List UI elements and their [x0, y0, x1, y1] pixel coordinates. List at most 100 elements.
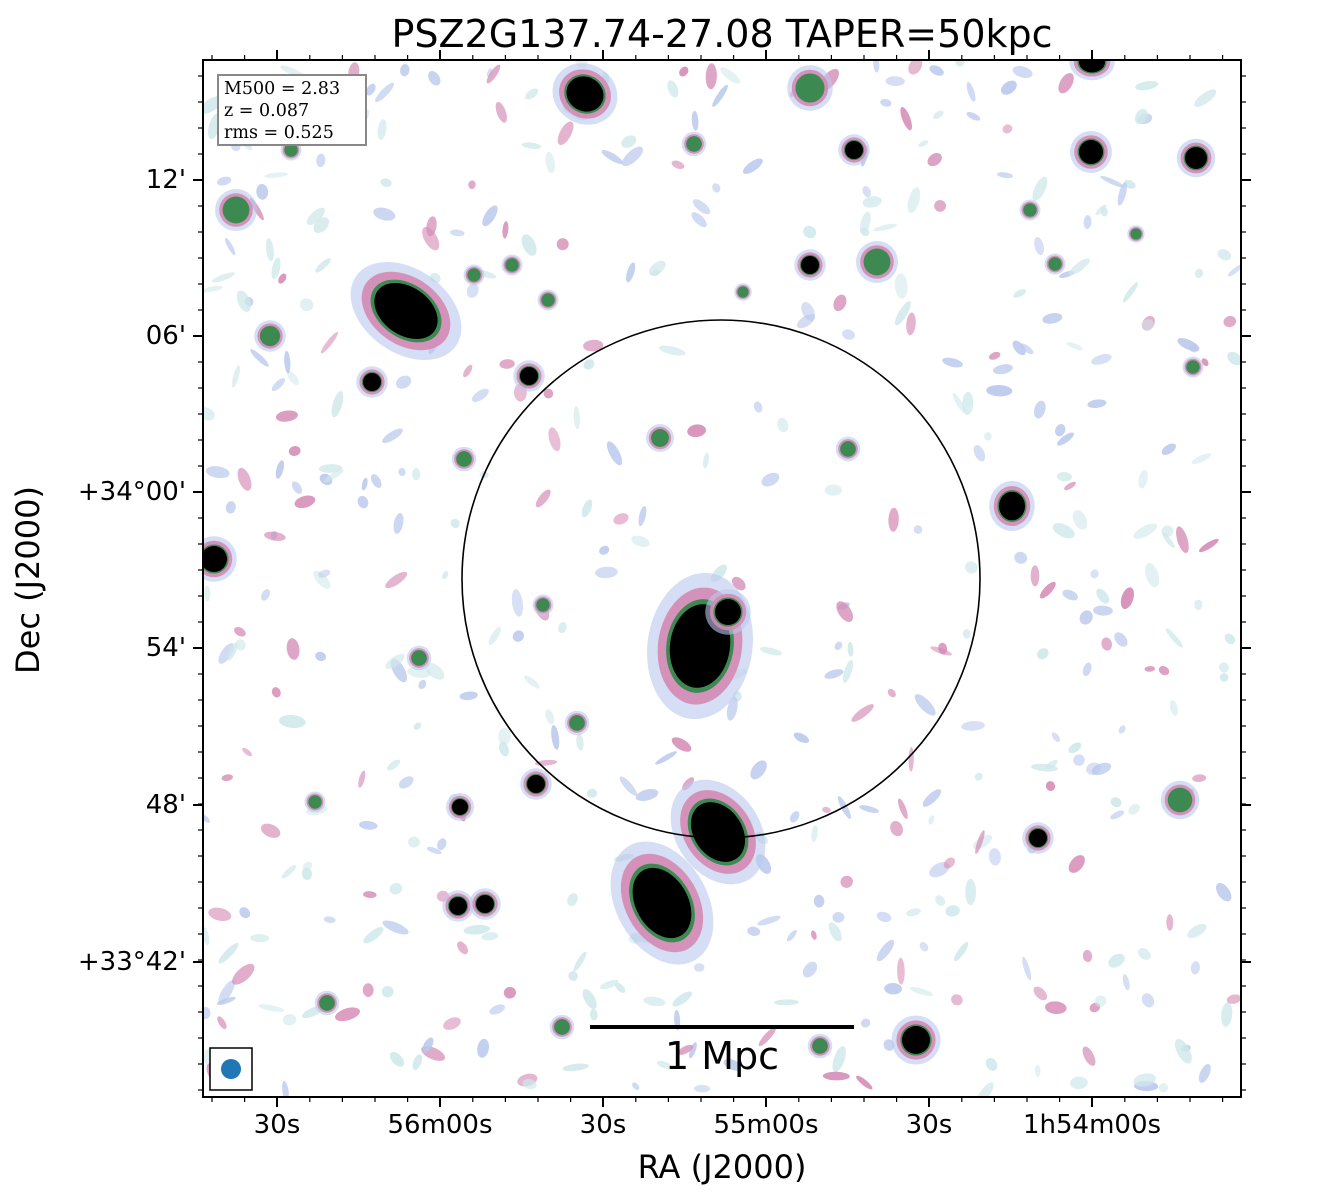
- noise-blob: [264, 531, 286, 541]
- noise-blob: [1066, 342, 1083, 351]
- noise-blob: [667, 80, 679, 98]
- noise-blob: [1198, 1063, 1211, 1083]
- noise-blob: [1101, 637, 1112, 651]
- noise-blob: [442, 571, 449, 580]
- noise-blob: [1072, 509, 1088, 530]
- y-tick-label: 54': [145, 633, 186, 663]
- noise-blob: [583, 359, 595, 370]
- noise-blob: [832, 911, 845, 923]
- radio-source: [705, 589, 751, 635]
- noise-blob: [1177, 338, 1200, 352]
- noise-blob: [1062, 589, 1078, 601]
- noise-blob: [1133, 1073, 1156, 1087]
- x-axis-label: RA (J2000): [637, 1148, 807, 1186]
- source-rim: [1023, 203, 1037, 217]
- source-core: [845, 141, 863, 159]
- noise-blob: [919, 942, 929, 952]
- noise-blob: [973, 444, 986, 462]
- source-core: [520, 367, 538, 385]
- noise-blob: [380, 178, 392, 188]
- noise-blob: [271, 378, 286, 392]
- noise-blob: [281, 864, 297, 879]
- source-core: [1079, 140, 1103, 164]
- source-rim: [1167, 787, 1193, 813]
- noise-blob: [635, 788, 659, 802]
- radio-source: [891, 1015, 941, 1065]
- noise-blob: [1082, 949, 1093, 963]
- noise-blob: [894, 273, 908, 299]
- radio-source: [989, 480, 1035, 532]
- noise-blob: [621, 146, 644, 167]
- noise-blob: [1198, 538, 1219, 553]
- noise-blob: [1145, 563, 1160, 588]
- noise-blob: [836, 601, 854, 622]
- noise-blob: [1013, 289, 1027, 298]
- noise-blob: [757, 915, 781, 926]
- noise-blob: [335, 1007, 360, 1022]
- noise-blob: [1054, 424, 1066, 437]
- noise-blob: [362, 983, 374, 997]
- noise-blob: [619, 776, 637, 796]
- radio-source: [304, 791, 326, 813]
- noise-blob: [459, 691, 478, 701]
- noise-blob: [1064, 481, 1076, 491]
- noise-blob: [1090, 569, 1099, 579]
- source-rim: [686, 136, 702, 152]
- noise-blob: [1079, 610, 1093, 625]
- noise-blob: [583, 339, 604, 352]
- noise-blob: [377, 119, 387, 141]
- noise-blob: [1218, 662, 1230, 673]
- noise-blob: [521, 142, 542, 149]
- radio-source: [1176, 138, 1216, 178]
- noise-blob: [1120, 587, 1134, 610]
- noise-blob: [651, 269, 661, 277]
- noise-blob: [576, 734, 584, 751]
- noise-blob: [205, 466, 230, 479]
- noise-blob: [862, 196, 882, 208]
- noise-blob: [1169, 700, 1178, 716]
- noise-blob: [382, 920, 409, 935]
- noise-blob: [216, 996, 236, 1005]
- noise-blob: [412, 468, 421, 481]
- source-core: [449, 897, 467, 915]
- source-rim: [737, 286, 749, 298]
- noise-blob: [900, 106, 913, 131]
- source-rim: [1130, 228, 1142, 240]
- noise-blob: [1082, 1046, 1096, 1066]
- source-core: [690, 802, 746, 862]
- source-rim: [863, 248, 891, 276]
- noise-blob: [760, 646, 782, 656]
- noise-blob: [363, 927, 384, 944]
- noise-blob: [382, 428, 403, 444]
- noise-blob: [323, 916, 336, 923]
- noise-blob: [301, 867, 313, 880]
- noise-blob: [822, 806, 831, 813]
- noise-blob: [1135, 80, 1159, 91]
- noise-blob: [264, 172, 288, 178]
- noise-blob: [370, 474, 382, 488]
- r500-circle: [461, 319, 981, 839]
- noise-blob: [876, 911, 892, 923]
- noise-blob: [271, 687, 281, 698]
- noise-blob: [1045, 759, 1058, 770]
- noise-blob: [803, 225, 817, 239]
- noise-blob: [361, 477, 368, 491]
- noise-blob: [426, 846, 442, 855]
- source-rim: [505, 258, 519, 272]
- noise-blob: [860, 1018, 871, 1028]
- noise-blob: [679, 66, 689, 77]
- x-tick-label: 30s: [905, 1110, 953, 1140]
- noise-blob: [216, 176, 232, 186]
- noise-blob: [927, 153, 942, 167]
- noise-blob: [943, 857, 956, 869]
- noise-blob: [965, 878, 976, 906]
- source-rim: [541, 293, 555, 307]
- noise-blob: [398, 776, 414, 789]
- radio-source: [1127, 225, 1145, 243]
- noise-blob: [313, 570, 331, 589]
- noise-blob: [294, 495, 316, 509]
- noise-blob: [489, 1004, 506, 1015]
- noise-blob: [450, 518, 460, 529]
- noise-blob: [265, 238, 274, 262]
- noise-blob: [862, 186, 872, 198]
